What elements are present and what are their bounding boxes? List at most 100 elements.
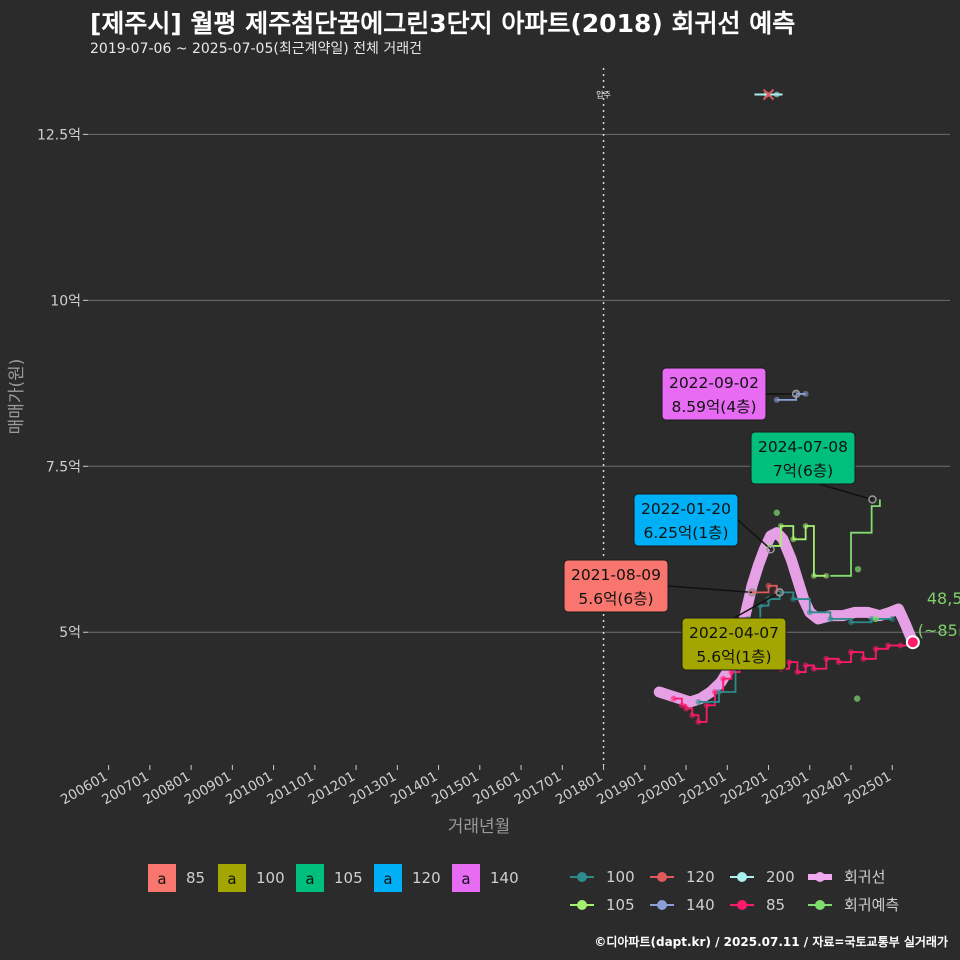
y-tick-label: 12.5억: [37, 127, 81, 143]
data-point-85: [670, 695, 677, 702]
data-point-85: [728, 669, 735, 676]
data-point-120: [765, 582, 772, 589]
annotation-date: 2024-07-08: [758, 438, 848, 456]
data-point-105: [790, 536, 797, 543]
data-point-100: [889, 615, 896, 622]
data-point-85: [835, 659, 842, 666]
legend-series-label: 120: [686, 868, 715, 886]
data-point-100: [848, 619, 855, 626]
x-tick-label: 202501: [842, 769, 895, 809]
data-point-100: [716, 688, 723, 695]
legend-area-swatch: [374, 864, 402, 892]
legend-area-label: 100: [256, 869, 285, 887]
forecast-point: [854, 695, 861, 702]
legend-series-label: 200: [766, 868, 795, 886]
legend-series-label: 회귀예측: [844, 896, 899, 914]
legend-area-swatch: [296, 864, 324, 892]
outlier-cross: [762, 88, 775, 101]
legend-series-dot: [577, 900, 587, 910]
data-point-85: [794, 669, 801, 676]
data-point-85: [703, 702, 710, 709]
data-point-140: [773, 396, 780, 403]
latest-prediction-point: [905, 635, 920, 650]
y-tick-label: 5억: [59, 625, 81, 641]
forecast-line: [830, 499, 881, 577]
legend-area-key: a: [461, 870, 470, 888]
chart-title: [제주시] 월평 제주첨단꿈에그린3단지 아파트(2018) 회귀선 예측: [90, 9, 796, 38]
legend-series-dot: [577, 872, 587, 882]
x-axis-title: 거래년월: [448, 817, 511, 837]
legend-series-label: 회귀선: [844, 868, 885, 886]
copyright-footer: ©디아파트(dapt.kr) / 2025.07.11 / 자료=국토교통부 실…: [594, 935, 948, 949]
data-point-100: [790, 596, 797, 603]
data-point-85: [872, 645, 879, 652]
annotation-box: [563, 559, 669, 613]
forecast-point: [854, 565, 862, 573]
annotation-box: [681, 617, 787, 671]
legend-area-swatch: [452, 864, 480, 892]
annotation-leader: [733, 591, 781, 619]
annotation-value: 6.25억(1층): [644, 524, 729, 542]
move-in-label: 입주: [596, 91, 611, 100]
legend-series-dot: [737, 900, 747, 910]
annotation-point: [747, 588, 757, 597]
annotation-value: 7억(6층): [773, 462, 833, 480]
series-line-140: [776, 393, 806, 401]
legend-series-label: 85: [766, 896, 785, 914]
y-tick-label: 10억: [50, 293, 81, 309]
legend-series-label: 100: [606, 868, 635, 886]
data-point-85: [860, 655, 867, 662]
data-point-85: [689, 712, 696, 719]
y-tick-label: 7.5억: [46, 459, 81, 475]
forecast-price-label: 48,500: [927, 589, 960, 608]
legend-series-dot: [737, 872, 747, 882]
annotation-point: [868, 495, 877, 504]
legend-series-label: 140: [686, 896, 715, 914]
legend-area-key: a: [383, 870, 392, 888]
legend-area-label: 85: [186, 869, 205, 887]
annotation-date: 2021-08-09: [571, 566, 661, 584]
data-point-100: [695, 698, 702, 705]
annotation-value: 5.6억(1층): [696, 648, 771, 666]
data-point-105: [777, 523, 784, 530]
annotation-value: 8.59억(4층): [672, 398, 757, 416]
legend-series-dot: [815, 900, 825, 910]
data-point-105: [802, 523, 809, 530]
data-point-85: [810, 665, 817, 672]
data-point-85: [695, 718, 702, 725]
data-point-85: [711, 688, 718, 695]
legend-area-label: 140: [490, 869, 519, 887]
annotation-box: [633, 493, 739, 547]
annotation-box: [750, 431, 856, 485]
legend-series-dot: [657, 900, 667, 910]
data-point-105: [810, 572, 817, 579]
data-point-100: [827, 615, 834, 622]
annotation-leader: [818, 483, 873, 501]
legend-area-label: 120: [412, 869, 441, 887]
legend-area-key: a: [227, 870, 236, 888]
legend-area-swatch: [148, 864, 176, 892]
series-line-105: [768, 525, 827, 577]
data-point-85: [678, 702, 685, 709]
annotation-point: [791, 389, 801, 399]
annotation-point: [775, 588, 784, 597]
data-point-85: [823, 655, 830, 662]
data-point-85: [683, 705, 690, 712]
forecast-point: [872, 615, 879, 623]
chart-subtitle: 2019-07-06 ~ 2025-07-05(최근계약일) 전체 거래건: [90, 41, 422, 57]
legend-series-label: 105: [606, 896, 635, 914]
data-point-85: [885, 642, 892, 649]
annotation-leader: [667, 585, 753, 594]
annotation-point: [766, 545, 775, 554]
annotation-date: 2022-09-02: [669, 374, 759, 392]
data-point-105: [823, 572, 830, 579]
legend-area-swatch: [218, 864, 246, 892]
annotation-leader: [737, 519, 772, 550]
legend-area-key: a: [157, 870, 166, 888]
annotation-value: 5.6억(6층): [578, 590, 653, 608]
annotation-date: 2022-01-20: [641, 500, 731, 518]
forecast-point: [773, 509, 780, 516]
annotation-box: [661, 367, 767, 421]
annotation-date: 2022-04-07: [689, 624, 779, 642]
